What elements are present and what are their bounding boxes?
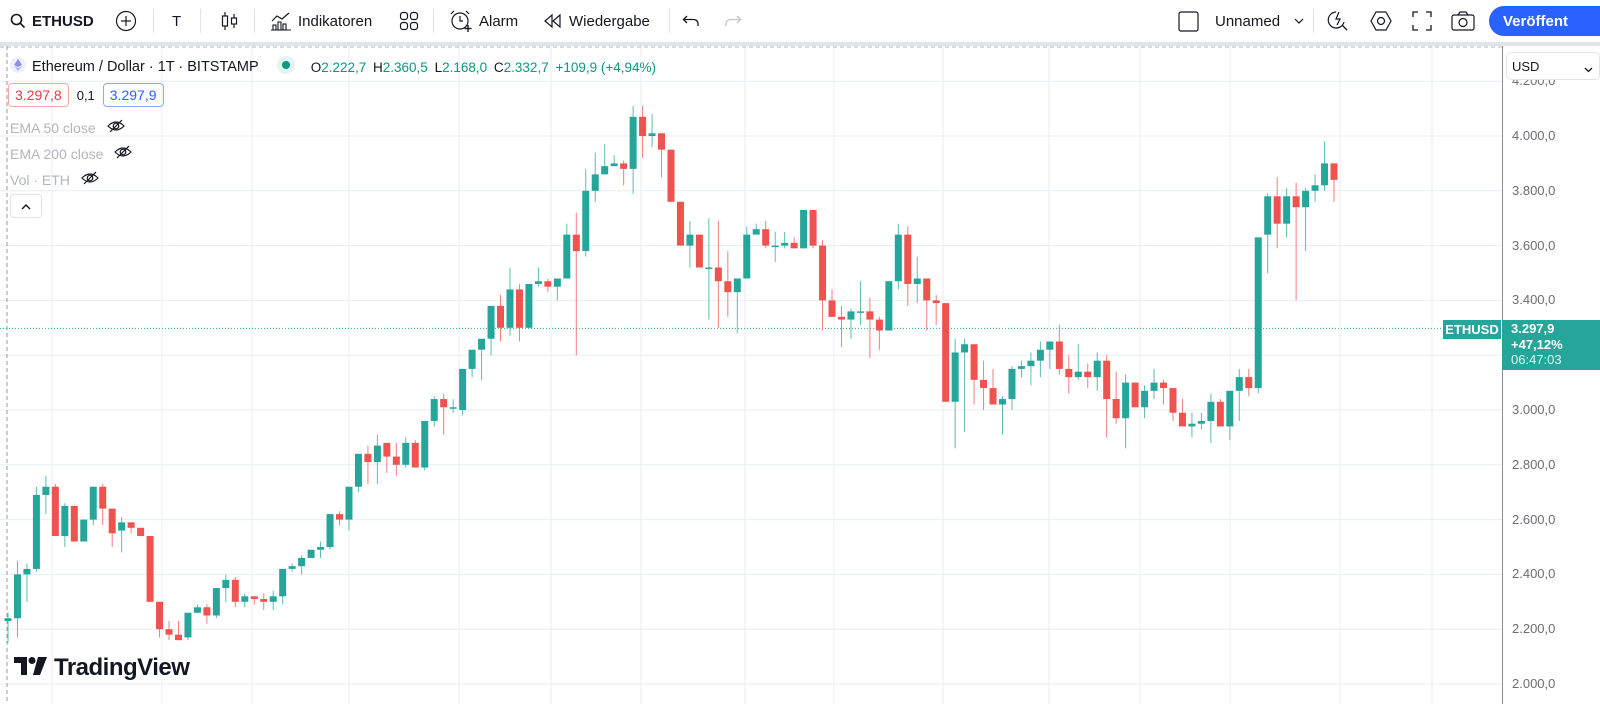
indicator-label: EMA 50 close: [10, 119, 96, 136]
eye-off-icon[interactable]: [113, 144, 133, 163]
price-tick-label: 3.600,0: [1512, 237, 1556, 253]
ethereum-logo-icon: [10, 57, 26, 77]
chevron-down-icon: [1294, 18, 1304, 24]
replay-label: Wiedergabe: [569, 12, 650, 30]
chevron-up-icon: [21, 197, 31, 215]
toolbar-divider: [153, 9, 154, 33]
interval-label: T: [172, 12, 182, 30]
chevron-down-icon: [1584, 61, 1593, 76]
indicators-button[interactable]: Indikatoren: [270, 0, 372, 42]
tradingview-logo-text: TradingView: [54, 654, 190, 681]
price-tick-label: 4.000,0: [1512, 128, 1556, 143]
layout-name-dropdown[interactable]: Unnamed: [1215, 0, 1304, 42]
candlestick-chart[interactable]: [0, 46, 1502, 704]
change-value: +109,9 (+4,94%): [555, 59, 657, 75]
eye-off-icon[interactable]: [106, 118, 126, 137]
candlestick-icon: [220, 10, 240, 32]
undo-icon: [682, 14, 700, 28]
fullscreen-button[interactable]: [1412, 0, 1432, 42]
indicator-volume[interactable]: Vol · ETH: [10, 170, 100, 189]
screenshot-button[interactable]: [1451, 0, 1475, 42]
price-tick-label: 2.800,0: [1512, 456, 1556, 472]
symbol-title[interactable]: Ethereum / Dollar · 1T · BITSTAMP: [32, 59, 259, 75]
close-value: 2.332,7: [503, 59, 549, 75]
bid-ask-row: 3.297,8 0,1 3.297,9: [8, 83, 164, 107]
toolbar-divider: [669, 9, 670, 33]
interval-button[interactable]: T: [172, 0, 181, 42]
price-tick-label: 3.800,0: [1512, 182, 1556, 198]
layout-select-checkbox[interactable]: [1178, 0, 1199, 42]
alert-label: Alarm: [479, 12, 519, 30]
quick-search-button[interactable]: [1327, 0, 1349, 42]
spread-value: 0,1: [76, 87, 95, 103]
fullscreen-icon: [1412, 11, 1432, 31]
indicators-chart-icon: [270, 11, 292, 31]
indicator-label: EMA 200 close: [10, 145, 104, 162]
price-tick-label: 3.000,0: [1512, 402, 1556, 417]
tradingview-logo-icon: [14, 654, 48, 682]
plus-circle-icon: [115, 10, 137, 32]
lightning-search-icon: [1327, 10, 1349, 32]
bar-countdown: 06:47:03: [1511, 352, 1562, 367]
symbol-price-tag: ETHUSD: [1443, 320, 1501, 339]
layout-name-label: Unnamed: [1215, 12, 1281, 30]
buy-price-button[interactable]: 3.297,9: [102, 83, 164, 107]
alarm-clock-icon: [449, 10, 473, 32]
currency-label: USD: [1512, 58, 1540, 74]
alert-button[interactable]: Alarm: [449, 0, 518, 42]
rewind-icon: [543, 13, 563, 29]
publish-button[interactable]: Veröffent: [1489, 6, 1600, 36]
symbol-search-button[interactable]: ETHUSD: [10, 0, 94, 42]
currency-select[interactable]: USD: [1506, 52, 1600, 80]
last-price-change: +47,12%: [1511, 336, 1563, 352]
price-tick-label: 2.000,0: [1512, 676, 1556, 691]
replay-button[interactable]: Wiedergabe: [543, 0, 650, 42]
price-scale[interactable]: 2.000,0 2.200,0 2.400,0 2.600,0 2.800,0 3.000…: [1502, 46, 1600, 704]
price-tick-label: 2.200,0: [1512, 621, 1556, 637]
top-toolbar: ETHUSD T Indikatoren Alarm W: [0, 0, 1600, 42]
symbol-label: ETHUSD: [32, 12, 94, 30]
market-open-status-icon: [276, 56, 295, 78]
last-price-value: 3.297,9: [1511, 321, 1555, 336]
grid-layout-icon: [399, 11, 419, 31]
indicator-label: Vol · ETH: [10, 171, 70, 188]
gear-hexagon-icon: [1369, 10, 1393, 32]
publish-label: Veröffent: [1503, 12, 1569, 30]
last-price-label: 3.297,9 +47,12% 06:47:03: [1502, 320, 1600, 370]
camera-icon: [1451, 11, 1475, 31]
toolbar-divider: [1313, 9, 1314, 33]
chart-pane[interactable]: Ethereum / Dollar · 1T · BITSTAMP O2.222…: [0, 46, 1502, 704]
eye-off-icon[interactable]: [80, 170, 100, 189]
search-icon: [10, 13, 26, 29]
low-value: 2.168,0: [442, 59, 488, 75]
ohlc-values: O2.222,7 H2.360,5 L2.168,0 C2.332,7 +109…: [310, 59, 657, 75]
collapse-legend-button[interactable]: [10, 194, 42, 218]
undo-button[interactable]: [682, 0, 700, 42]
indicator-ema50[interactable]: EMA 50 close: [10, 118, 126, 137]
open-value: 2.222,7: [321, 59, 367, 75]
indicators-label: Indikatoren: [298, 12, 373, 30]
templates-button[interactable]: [399, 0, 419, 42]
toolbar-divider: [200, 9, 201, 33]
toolbar-divider: [254, 9, 255, 33]
toolbar-divider: [433, 9, 434, 33]
square-icon: [1178, 10, 1199, 32]
price-tick-label: 3.400,0: [1512, 292, 1556, 308]
indicator-ema200[interactable]: EMA 200 close: [10, 144, 133, 163]
redo-button[interactable]: [724, 0, 742, 42]
toolbar-border: [0, 42, 1600, 46]
price-tick-label: 2.400,0: [1512, 566, 1556, 582]
high-value: 2.360,5: [382, 59, 428, 75]
redo-icon: [724, 14, 742, 28]
price-tick-label: 2.600,0: [1512, 511, 1556, 527]
tradingview-logo[interactable]: TradingView: [14, 654, 190, 682]
chart-type-button[interactable]: [220, 0, 240, 42]
symbol-legend: Ethereum / Dollar · 1T · BITSTAMP O2.222…: [10, 56, 656, 78]
compare-symbol-button[interactable]: [115, 0, 137, 42]
sell-price-button[interactable]: 3.297,8: [8, 83, 69, 107]
settings-button[interactable]: [1369, 0, 1393, 42]
